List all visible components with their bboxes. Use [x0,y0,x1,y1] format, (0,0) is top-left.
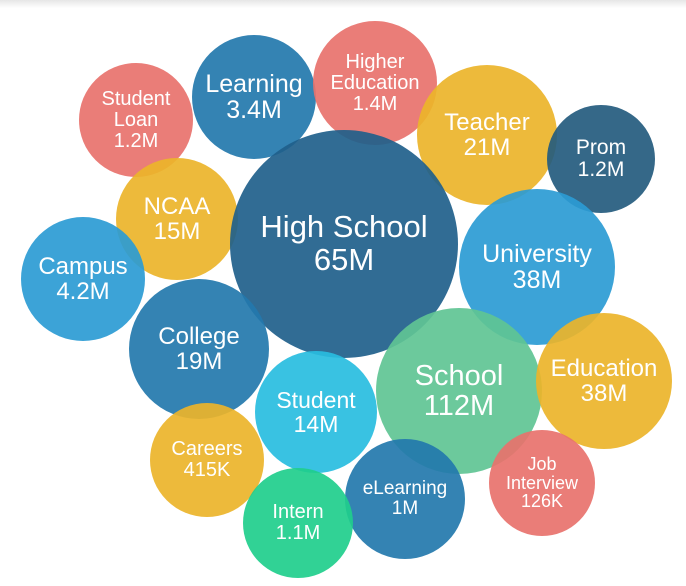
bubble-campus[interactable]: Campus 4.2M [21,217,145,341]
bubble-label: Higher [345,50,405,73]
bubble-value: 1.4M [352,92,398,115]
bubble-prom[interactable]: Prom 1.2M [547,105,655,213]
top-edge-shadow [0,0,686,8]
bubble-label: University [482,239,592,268]
bubble-student[interactable]: Student 14M [255,351,377,473]
bubble-value: 1M [391,498,419,519]
bubble-label: Job [527,453,557,474]
bubble-label: Prom [575,135,627,159]
bubble-label: Education [550,354,658,382]
bubble-label: Careers [171,438,243,460]
bubble-label: Education [330,71,420,94]
bubble-label: Learning [205,69,303,98]
bubble-label: NCAA [143,192,211,220]
bubble-college[interactable]: College 19M [129,279,269,419]
bubble-careers[interactable]: Careers 415K [150,403,264,517]
bubble-job-interview[interactable]: Job Interview 126K [489,430,595,536]
bubble-label: Interview [505,472,579,493]
bubble-value: 21M [463,134,511,161]
bubble-label: eLearning [362,478,448,500]
bubble-value: 415K [183,459,231,481]
bubble-value: 38M [512,266,562,294]
bubble-value: 65M [313,242,375,277]
bubble-value: 112M [423,390,495,422]
bubble-label: Student [101,87,171,110]
bubble-elearning[interactable]: eLearning 1M [345,439,465,559]
bubble-value: 1.2M [113,129,159,152]
bubble-value: 14M [293,411,339,437]
bubble-learning[interactable]: Learning 3.4M [192,35,316,159]
bubble-education[interactable]: Education 38M [536,313,672,449]
bubble-value: 1.2M [577,158,625,181]
bubble-value: 15M [153,218,201,245]
bubble-value: 19M [175,348,223,375]
bubble-label: College [158,322,240,350]
bubble-label: School [414,359,504,392]
bubble-label: High School [260,209,428,245]
bubble-label: Loan [113,108,159,131]
bubble-value: 4.2M [56,278,110,305]
bubble-label: Student [276,386,356,413]
bubble-value: 1.1M [275,522,321,544]
bubble-value: 38M [580,380,628,407]
bubble-ncaa[interactable]: NCAA 15M [116,158,238,280]
bubble-higher-education[interactable]: Higher Education 1.4M [313,21,437,145]
bubble-value: 126K [520,491,564,512]
bubble-label: Intern [272,501,324,523]
bubble-label: Campus [38,252,128,280]
bubble-teacher[interactable]: Teacher 21M [417,65,557,205]
bubble-intern[interactable]: Intern 1.1M [243,468,353,578]
bubble-value: 3.4M [226,96,282,124]
bubble-label: Teacher [444,108,530,136]
